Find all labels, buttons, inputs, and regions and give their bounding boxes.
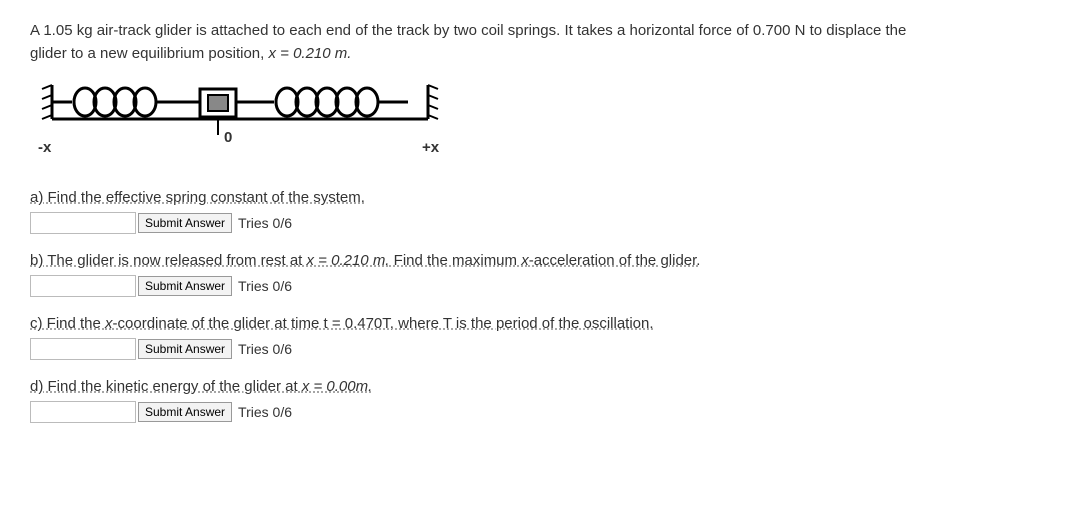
- part-a-submit-button[interactable]: Submit Answer: [138, 213, 232, 233]
- part-d-submit-button[interactable]: Submit Answer: [138, 402, 232, 422]
- part-b-tries: Tries 0/6: [238, 278, 292, 294]
- part-d-input[interactable]: [30, 401, 136, 423]
- part-b-text: b) The glider is now released from rest …: [30, 252, 1050, 269]
- part-c-submit-button[interactable]: Submit Answer: [138, 339, 232, 359]
- intro-line2-prefix: glider to a new equilibrium position,: [30, 45, 268, 62]
- label-minus-x: -x: [38, 139, 51, 156]
- part-a-text: a) Find the effective spring constant of…: [30, 189, 1050, 206]
- part-c-text: c) Find the x-coordinate of the glider a…: [30, 315, 1050, 332]
- part-a-input[interactable]: [30, 212, 136, 234]
- part-b-submit-button[interactable]: Submit Answer: [138, 276, 232, 296]
- part-b-input[interactable]: [30, 275, 136, 297]
- part-c-tries: Tries 0/6: [238, 341, 292, 357]
- intro-line2-eq: x = 0.210 m.: [268, 45, 351, 62]
- part-d-text: d) Find the kinetic energy of the glider…: [30, 378, 1050, 395]
- problem-intro: A 1.05 kg air-track glider is attached t…: [30, 20, 1050, 65]
- part-a-tries: Tries 0/6: [238, 215, 292, 231]
- spring-diagram: -x 0 +x: [30, 77, 1050, 169]
- intro-line1: A 1.05 kg air-track glider is attached t…: [30, 22, 906, 39]
- part-c-input[interactable]: [30, 338, 136, 360]
- label-plus-x: +x: [422, 139, 439, 156]
- label-zero: 0: [224, 129, 232, 146]
- part-d-tries: Tries 0/6: [238, 404, 292, 420]
